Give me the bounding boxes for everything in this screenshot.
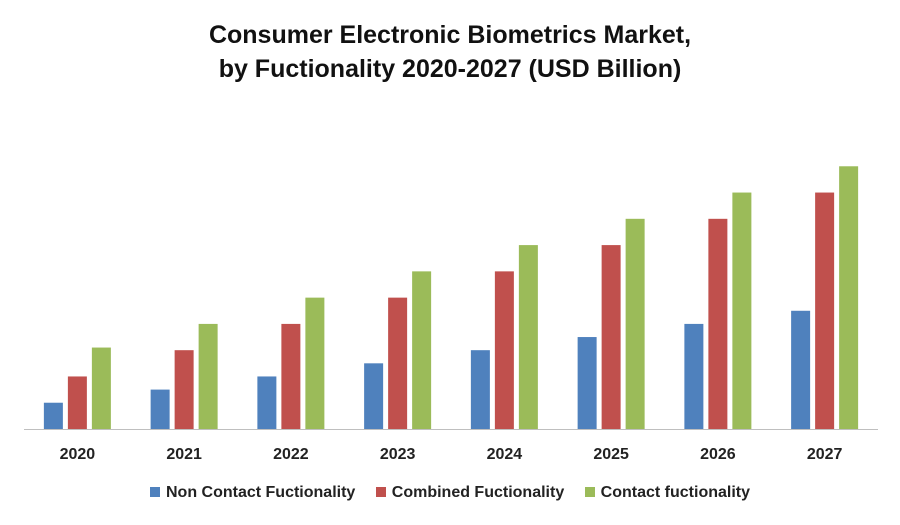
x-tick-label-2023: 2023 [380,446,416,463]
x-tick-label-2027: 2027 [807,446,843,463]
bar-2024-series-1 [470,350,490,429]
bar-2022-series-1 [257,376,277,429]
legend-swatch-non-contact [149,487,160,497]
x-tick-label-2025: 2025 [593,446,629,463]
x-tick-label-2022: 2022 [273,446,309,463]
x-tick-label-2024: 2024 [487,446,523,463]
bar-2023-series-1 [364,363,384,429]
bar-2027-series-3 [839,166,859,430]
legend-item-non-contact: Non Contact Fuctionality [149,484,356,502]
legend-label-contact: Contact fuctionality [600,484,751,501]
legend-swatch-contact [584,487,595,497]
chart-legend: Non Contact Fuctionality Combined Fuctio… [0,484,900,502]
legend-item-combined: Combined Fuctionality [375,484,565,502]
bar-2025-series-1 [577,337,597,429]
bar-2025-series-3 [625,218,645,429]
bar-2026-series-3 [732,192,752,429]
bar-2022-series-2 [281,323,301,429]
bar-2023-series-3 [412,271,432,429]
bar-2023-series-2 [388,297,408,429]
bar-2024-series-3 [518,245,538,429]
x-tick-label-2026: 2026 [700,446,736,463]
chart-title-line-1: Consumer Electronic Biometrics Market, [208,21,692,49]
chart-title: Consumer Electronic Biometrics Market, b… [0,18,900,86]
bar-2027-series-2 [815,192,835,429]
bar-2026-series-2 [708,218,728,429]
bar-2020-series-2 [67,376,87,429]
bar-2021-series-1 [150,389,170,429]
legend-swatch-combined [375,487,386,497]
bar-2027-series-1 [791,310,811,429]
x-tick-label-2021: 2021 [166,446,202,463]
bar-chart: 2020 2021 2022 2023 2024 2025 2026 2027 [24,166,878,463]
legend-label-non-contact: Non Contact Fuctionality [165,484,356,501]
bar-2026-series-1 [684,323,704,429]
x-tick-label-2020: 2020 [60,446,96,463]
bar-2020-series-1 [43,402,63,429]
bar-2024-series-2 [494,271,514,429]
bar-2021-series-3 [198,323,218,429]
legend-label-combined: Combined Fuctionality [391,484,565,501]
legend-item-contact: Contact fuctionality [584,484,751,502]
bar-2020-series-3 [91,347,111,429]
bar-2022-series-3 [305,297,325,429]
bar-2021-series-2 [174,350,194,429]
bar-2025-series-2 [601,245,621,429]
chart-title-line-2: by Fuctionality 2020-2027 (USD Billion) [218,55,682,83]
